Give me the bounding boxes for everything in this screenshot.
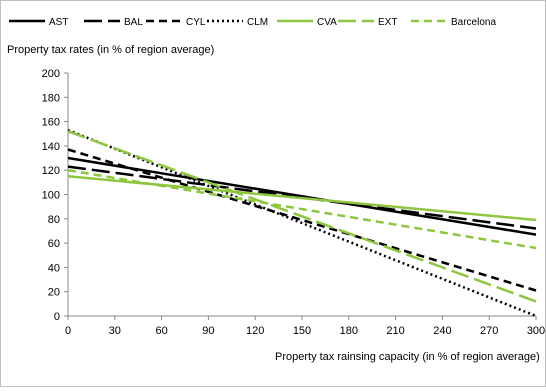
legend-label-bal: BAL: [124, 17, 143, 28]
legend-label-ext: EXT: [378, 17, 397, 28]
series-line-cyl: [67, 148, 537, 292]
x-tick-label: 150: [293, 325, 311, 337]
y-tick-label: 120: [42, 165, 60, 177]
series-line-ext: [67, 130, 537, 303]
x-tick-label: 120: [246, 325, 264, 337]
y-tick-label: 80: [48, 214, 60, 226]
x-axis-label: Property tax rainsing capacity (in % of …: [275, 351, 540, 363]
x-tick-label: 270: [480, 325, 498, 337]
x-tick-label: 90: [202, 325, 214, 337]
y-tick-label: 200: [42, 68, 60, 80]
x-tick-label: 240: [433, 325, 451, 337]
y-tick-label: 160: [42, 117, 60, 129]
x-tick-label: 300: [527, 325, 545, 337]
series-line-bal: [67, 165, 537, 230]
series-line-clm: [67, 128, 537, 318]
y-tick-label: 40: [48, 262, 60, 274]
legend-label-barcelona: Barcelona: [451, 17, 496, 28]
series-line-ast: [67, 156, 537, 236]
x-tick-label: 30: [109, 325, 121, 337]
y-tick-label: 100: [42, 190, 60, 202]
y-tick-label: 0: [54, 311, 60, 323]
legend-label-clm: CLM: [247, 17, 268, 28]
x-tick-label: 180: [340, 325, 358, 337]
series-line-barcelona: [67, 168, 537, 250]
y-tick-label: 140: [42, 141, 60, 153]
y-tick-label: 20: [48, 287, 60, 299]
x-tick-label: 210: [386, 325, 404, 337]
legend: AST BAL CYL CLM CVA EXT Barcelona: [9, 17, 496, 28]
x-tick-label: 60: [155, 325, 167, 337]
series-layer: [67, 128, 537, 318]
axes: 0 20 40 60 80 100 120 140 160 180 200 0 30 60 90 120 150…: [42, 68, 546, 337]
legend-label-ast: AST: [49, 17, 68, 28]
y-axis-label: Property tax rates (in % of region avera…: [7, 44, 214, 56]
legend-label-cyl: CYL: [186, 17, 206, 28]
legend-label-cva: CVA: [317, 17, 337, 28]
y-tick-label: 60: [48, 238, 60, 250]
y-tick-label: 180: [42, 92, 60, 104]
x-tick-label: 0: [65, 325, 71, 337]
